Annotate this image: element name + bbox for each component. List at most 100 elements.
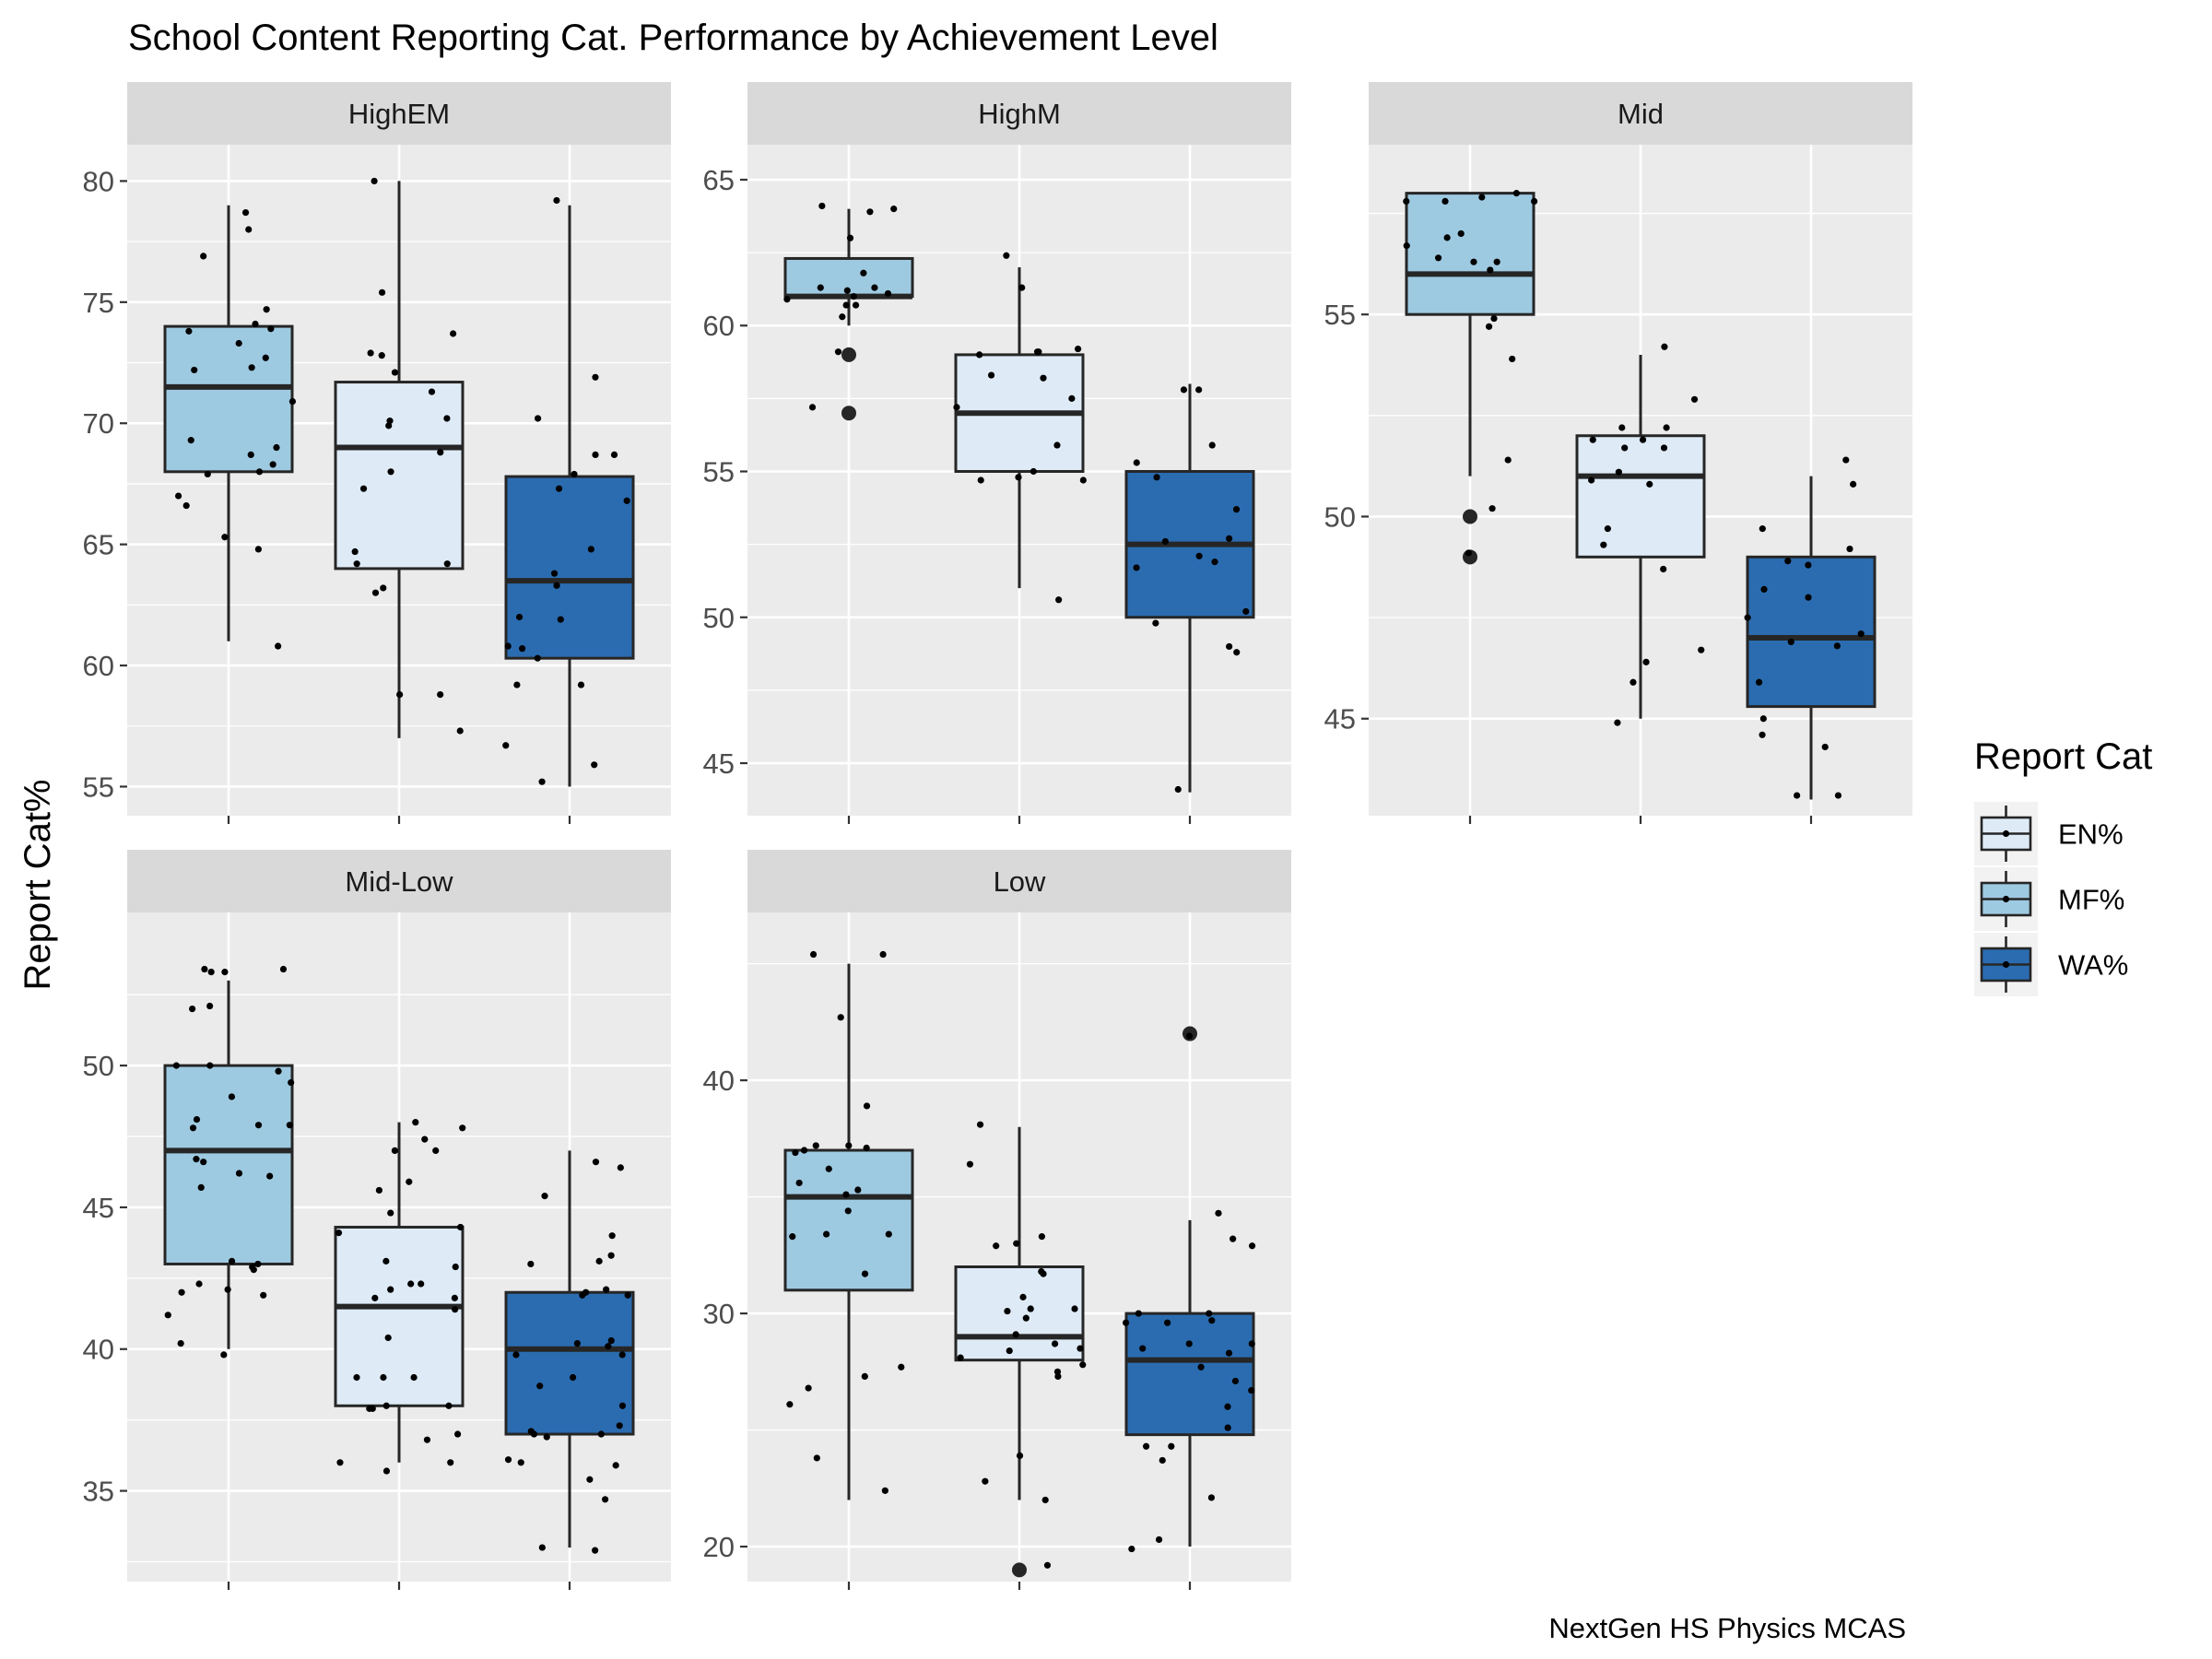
data-point	[976, 1121, 984, 1128]
data-point	[512, 1351, 520, 1359]
data-point	[286, 1122, 293, 1129]
data-point	[1040, 374, 1047, 382]
data-point	[1128, 1545, 1135, 1553]
box-rect	[504, 475, 635, 660]
data-point	[863, 1102, 871, 1110]
data-point	[1208, 441, 1216, 449]
data-point	[805, 1384, 812, 1392]
box-mid-low-en	[334, 1119, 466, 1475]
data-point	[808, 404, 817, 411]
data-point	[201, 965, 208, 973]
data-point	[823, 1230, 830, 1238]
data-point	[371, 1294, 379, 1301]
data-point	[1248, 1340, 1255, 1347]
data-point	[1079, 1361, 1087, 1369]
data-point	[288, 1078, 295, 1087]
data-point	[842, 301, 850, 309]
data-point	[786, 1401, 794, 1408]
data-point	[534, 415, 542, 422]
y-tick-label: 45	[703, 747, 735, 780]
data-point	[612, 1462, 619, 1469]
data-point	[624, 1291, 631, 1299]
data-point	[854, 1186, 862, 1194]
data-point	[391, 369, 399, 376]
data-point	[871, 284, 878, 291]
legend-item-en: EN%	[1974, 802, 2124, 865]
data-point	[538, 1544, 546, 1551]
facet-label-low: Low	[994, 865, 1046, 898]
data-point	[1833, 642, 1841, 650]
data-point	[432, 1147, 440, 1155]
outlier-point	[1012, 1562, 1027, 1578]
data-point	[982, 1477, 989, 1485]
data-point	[519, 645, 526, 653]
data-point	[269, 461, 276, 468]
data-point	[881, 1487, 888, 1494]
data-point	[273, 443, 280, 452]
data-point	[592, 1547, 599, 1554]
data-point	[1842, 456, 1850, 464]
box-highm-wa	[1124, 383, 1255, 794]
data-point	[262, 354, 269, 361]
data-point	[993, 1242, 1000, 1250]
data-point	[1142, 1442, 1150, 1450]
data-point	[263, 306, 270, 313]
box-rect	[1405, 192, 1535, 316]
facet-mid-low: Mid-Low 35 40 45 50	[83, 850, 671, 1590]
data-point	[267, 325, 275, 333]
data-point	[861, 1270, 869, 1277]
data-point	[592, 373, 599, 381]
data-point	[536, 1382, 544, 1390]
data-point	[445, 1402, 453, 1409]
facet-strip-low	[747, 850, 1291, 912]
data-point	[1646, 480, 1653, 488]
data-point	[1485, 323, 1493, 330]
data-point	[391, 1147, 398, 1155]
data-point	[193, 1115, 201, 1124]
data-point	[423, 1436, 431, 1443]
facet-strip-highem	[127, 82, 671, 145]
legend-item-wa: WA%	[1974, 933, 2128, 996]
data-point	[1604, 525, 1611, 533]
data-point	[809, 950, 818, 959]
data-point	[812, 1142, 819, 1149]
data-point	[789, 1233, 796, 1241]
data-point	[288, 397, 297, 406]
box-rect	[334, 381, 465, 571]
data-point	[1004, 1307, 1011, 1315]
data-point	[1850, 480, 1857, 488]
data-point	[586, 1476, 594, 1483]
data-point	[1490, 314, 1498, 323]
data-point	[1663, 424, 1670, 431]
data-point	[443, 560, 451, 568]
data-point	[189, 1124, 197, 1132]
data-point	[221, 969, 229, 976]
data-point	[1013, 1240, 1020, 1247]
facet-label-highem: HighEM	[348, 98, 450, 130]
data-point	[610, 451, 618, 459]
data-point	[555, 485, 563, 492]
chart-title: School Content Reporting Cat. Performanc…	[128, 18, 1218, 58]
data-point	[850, 292, 857, 300]
data-point	[1784, 558, 1792, 565]
data-point	[504, 1456, 512, 1464]
data-point	[1487, 266, 1494, 274]
data-point	[569, 1373, 577, 1382]
data-point	[443, 415, 451, 422]
data-point	[220, 1351, 228, 1359]
data-point	[351, 547, 359, 556]
data-point	[369, 1405, 376, 1412]
data-point	[1055, 596, 1063, 604]
box-low-en	[954, 1121, 1087, 1578]
data-point	[1403, 242, 1410, 250]
data-point	[1152, 619, 1159, 627]
data-point	[591, 761, 598, 769]
box-highm-en	[953, 252, 1087, 604]
box-highem-en	[334, 177, 465, 738]
data-point	[254, 1260, 262, 1268]
data-point	[207, 969, 215, 976]
data-point	[852, 301, 860, 309]
facet-highem: HighEM 55 60 65 70 75 80	[83, 82, 671, 824]
box-rect	[1575, 434, 1706, 559]
data-point	[195, 1280, 203, 1288]
